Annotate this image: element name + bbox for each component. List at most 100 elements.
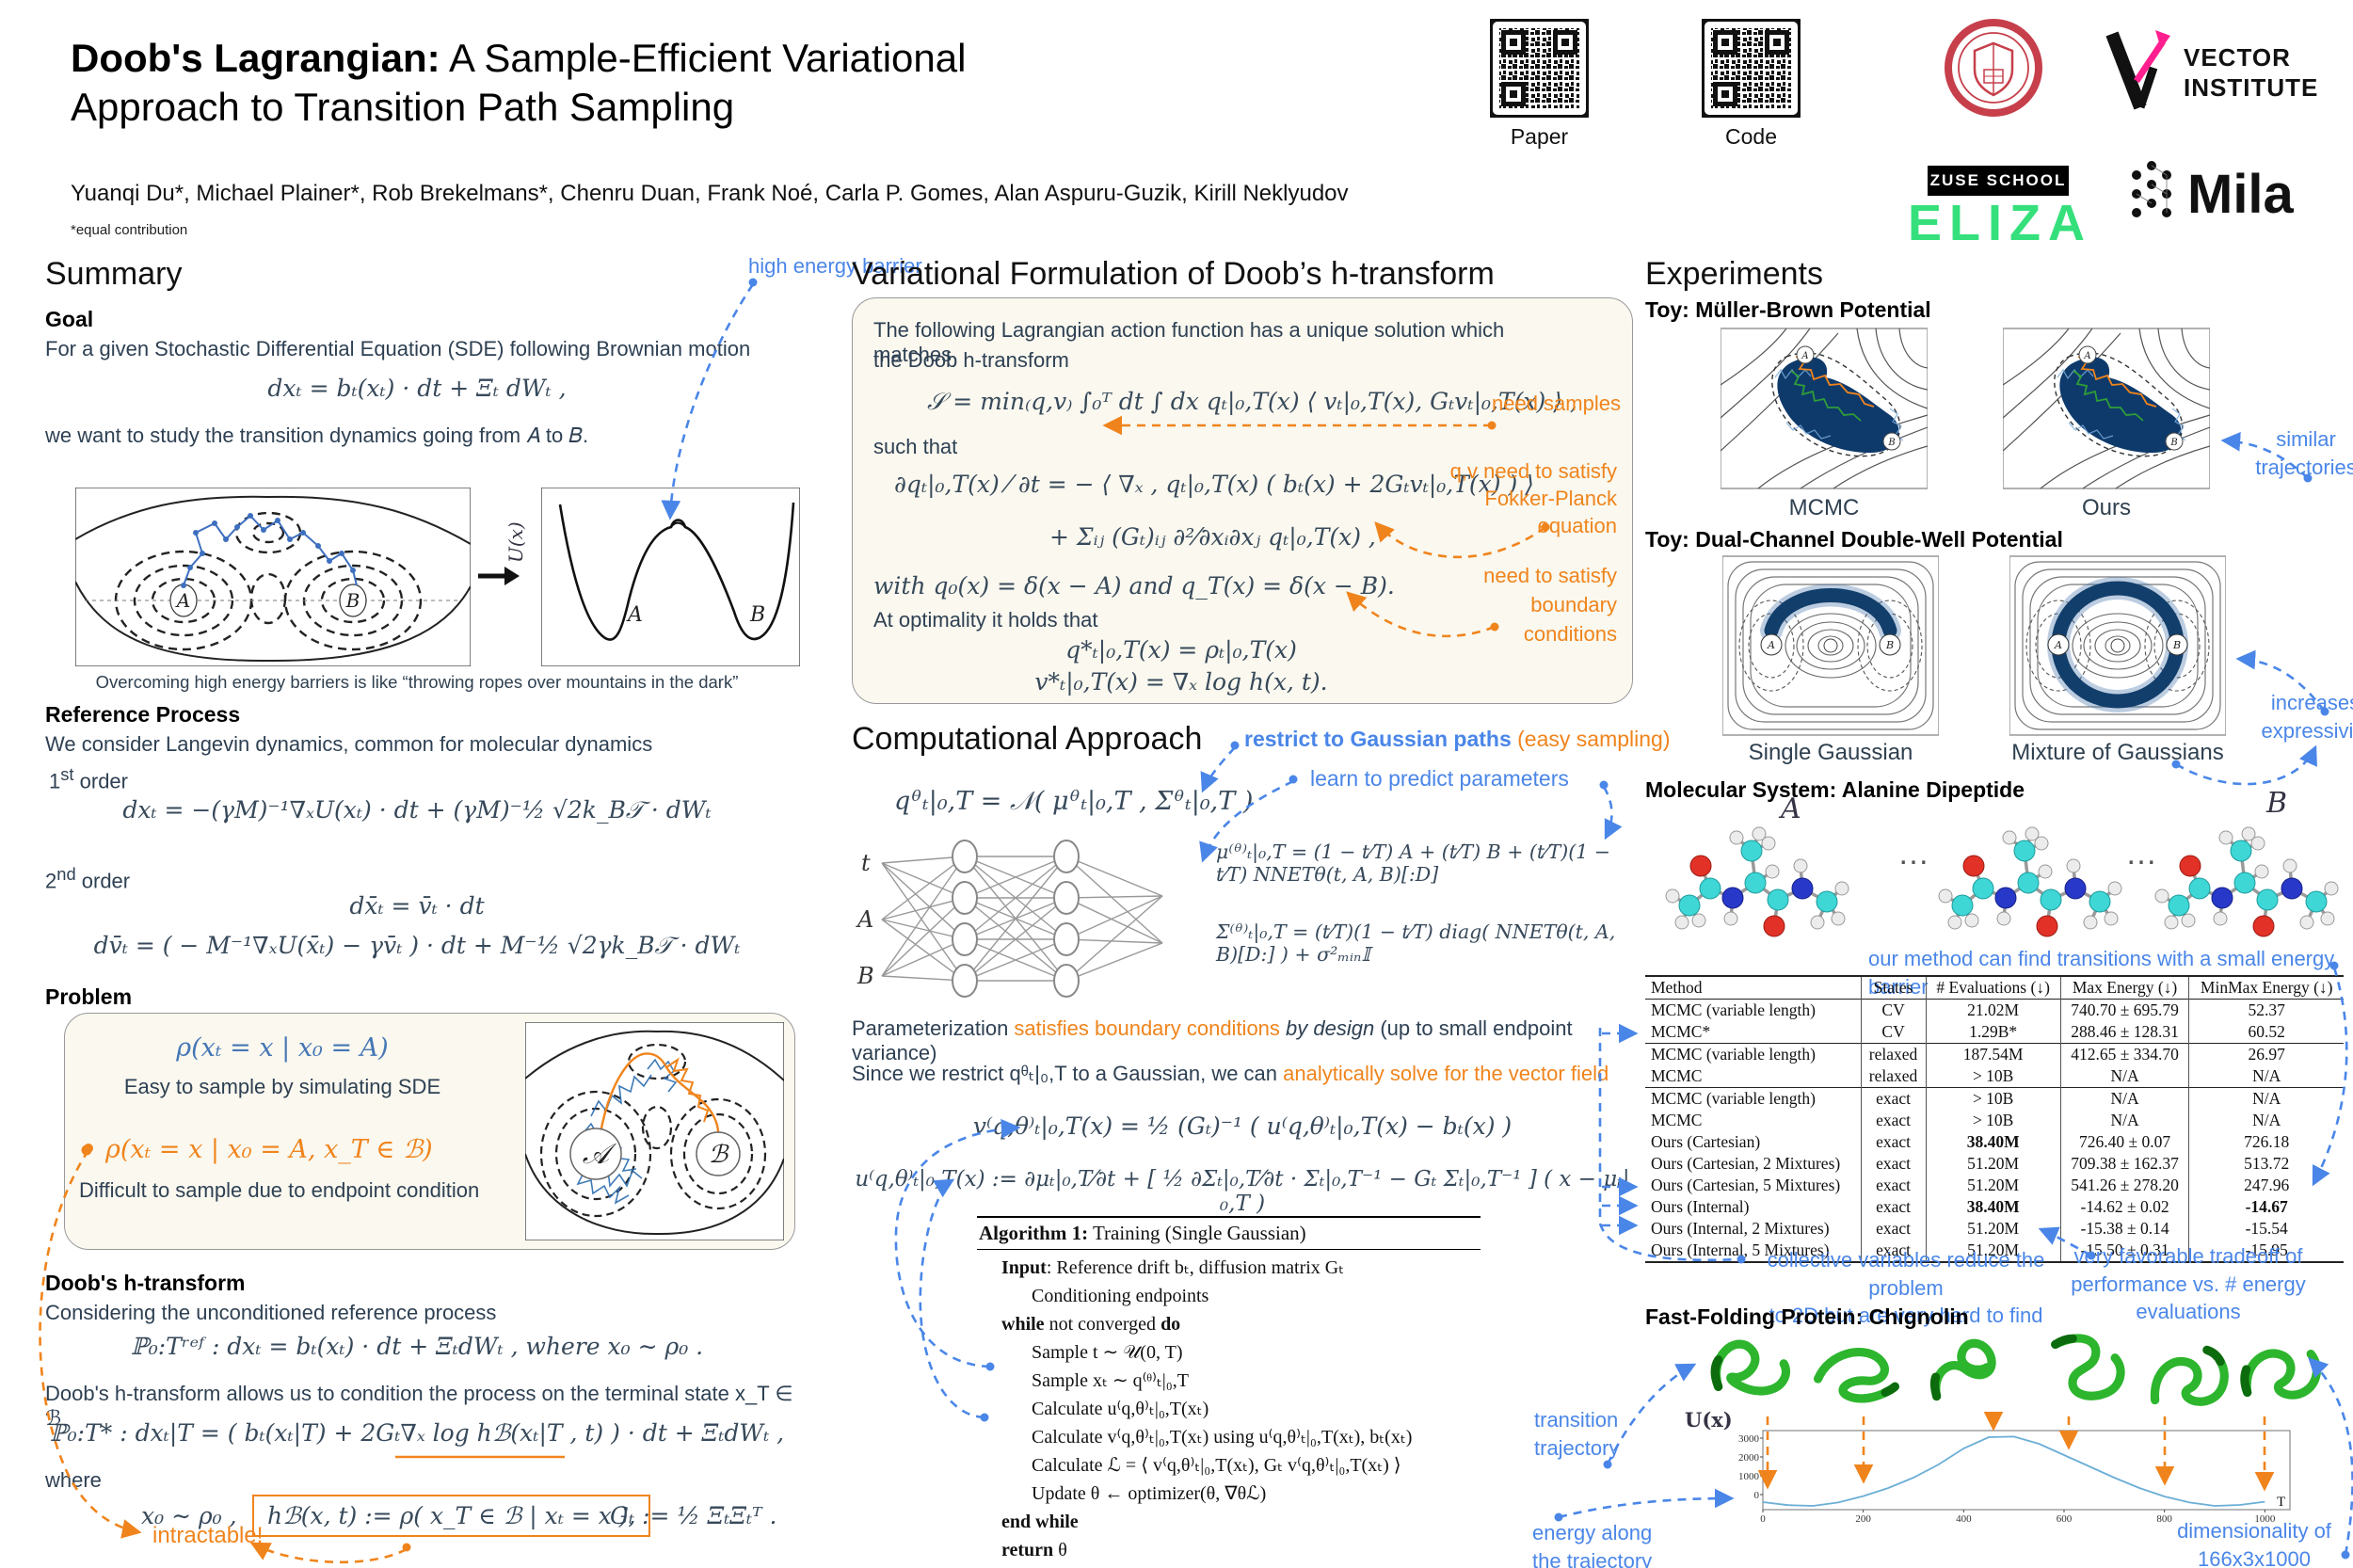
increases-expressivity-annotation: increasesexpressivity bbox=[2261, 691, 2353, 743]
reference-process-heading: Reference Process bbox=[45, 702, 241, 727]
table-cell: > 10B bbox=[1925, 1065, 2061, 1088]
table-cell: MCMC* bbox=[1651, 1022, 1711, 1041]
gt-definition-equation: Gₜ := ½ ΞₜΞₜᵀ . bbox=[610, 1502, 777, 1529]
variational-heading: Variational Formulation of Doob’s h-tran… bbox=[852, 256, 1495, 292]
single-gaussian-figure: A B bbox=[1722, 555, 1939, 736]
second-order-label: 2nd order bbox=[45, 864, 131, 893]
table-row: Ours (Internal, 5 Mixtures) exact 51.20M -1… bbox=[1645, 1240, 2344, 1262]
table-cell: 541.26 ± 278.20 bbox=[2059, 1175, 2189, 1196]
table-cell: N/A bbox=[2188, 1110, 2344, 1131]
figure-caption: Overcoming high energy barriers is like … bbox=[95, 672, 739, 692]
table-cell: N/A bbox=[2059, 1065, 2189, 1088]
h-function-equation: hℬ(x, t) := ρ( x_T ∈ ℬ | xₜ = x ), bbox=[252, 1495, 651, 1537]
optimal-q-equation: q*ₜ|₀,T(x) = ρₜ|₀,T(x) bbox=[1065, 636, 1297, 664]
svg-text:2000: 2000 bbox=[1738, 1452, 1760, 1464]
algorithm-line: Conditioning endpoints bbox=[1032, 1286, 1209, 1306]
gaussian-path-equation: qᶿₜ|₀,T = 𝒩( μᶿₜ|₀,T , Σᶿₜ|₀,T ) bbox=[894, 787, 1254, 816]
equal-contribution-note: *equal contribution bbox=[71, 222, 188, 238]
svg-text:800: 800 bbox=[2156, 1513, 2172, 1525]
algorithm-line: Input: Reference drift bₜ, diffusion mat… bbox=[1001, 1257, 1345, 1278]
table-cell: 52.37 bbox=[2188, 999, 2344, 1021]
svg-text:T: T bbox=[2277, 1495, 2285, 1510]
svg-text:1000: 1000 bbox=[1738, 1471, 1760, 1482]
algorithm-line: while not converged do bbox=[1001, 1314, 1181, 1335]
table-cell: CV bbox=[1860, 999, 1927, 1021]
intractable-arrow-2 bbox=[249, 1542, 408, 1564]
table-cell: 247.96 bbox=[2188, 1175, 2344, 1196]
table-cell: MCMC bbox=[1651, 1066, 1703, 1085]
fokker-planck-equation-2: + Σᵢⱼ (Gₜ)ᵢⱼ ∂²⁄∂xᵢ∂xⱼ qₜ|₀,T(x) , bbox=[1049, 523, 1376, 551]
basin-b-label: ℬ bbox=[709, 1141, 729, 1169]
sde-equation: dxₜ = bₜ(xₜ) · dt + Ξₜ dWₜ , bbox=[267, 375, 567, 402]
algorithm-line: Calculate v⁽q,θ⁾ₜ|₀,T(xₜ) using u⁽q,θ⁾ₜ|… bbox=[1032, 1427, 1413, 1448]
table-header: MinMax Energy (↓) bbox=[2188, 976, 2344, 1000]
computational-heading: Computational Approach bbox=[852, 721, 1203, 757]
boundary-condition-equation: with q₀(x) = δ(x − A) and q_T(x) = δ(x −… bbox=[873, 572, 1395, 600]
tradeoff-annotation: very favorable tradeoff of performance vs… bbox=[2071, 1244, 2306, 1324]
table-cell: exact bbox=[1860, 1131, 1927, 1153]
eliza-wordmark: ELIZA bbox=[1908, 195, 2092, 251]
energy-along-arrow bbox=[1558, 1488, 1735, 1519]
table-cell: exact bbox=[1860, 1153, 1927, 1175]
table-cell: 726.18 bbox=[2188, 1131, 2344, 1153]
table-cell: exact bbox=[1860, 1196, 1927, 1218]
results-table: Method States # Evaluations (↓) Max Energy … bbox=[1645, 975, 2344, 1263]
table-row: Ours (Cartesian, 5 Mixtures) exact 51.20M 5… bbox=[1645, 1175, 2344, 1196]
qr-paper-icon bbox=[1490, 19, 1589, 118]
algorithm-line: Calculate ℒ = ⟨ v⁽q,θ⁾ₜ|₀,T(xₜ), Gₜ v⁽q,… bbox=[1032, 1455, 1401, 1476]
vector-field-v-equation: v⁽q,θ⁾ₜ|₀,T(x) = ½ (Gₜ)⁻¹ ( u⁽q,θ⁾ₜ|₀,T(… bbox=[972, 1112, 1513, 1140]
where-label: where bbox=[45, 1468, 102, 1492]
svg-text:A: A bbox=[1767, 639, 1775, 651]
algorithm-line: Sample xₜ ∼ q⁽ᶿ⁾ₜ|₀,T bbox=[1032, 1370, 1189, 1391]
first-order-label: 1st order bbox=[49, 764, 128, 793]
ours-caption: Ours bbox=[2081, 495, 2131, 520]
intractable-annotation: intractable! bbox=[152, 1523, 264, 1548]
svg-text:B: B bbox=[2172, 639, 2181, 651]
double-well-contour-figure: A B bbox=[75, 488, 471, 666]
svg-text:0: 0 bbox=[1754, 1490, 1760, 1501]
protein-snapshot-4 bbox=[2051, 1334, 2125, 1400]
table-cell: 60.52 bbox=[2188, 1021, 2344, 1044]
such-that-label: such that bbox=[873, 435, 958, 458]
qr-code-icon bbox=[1702, 19, 1801, 118]
table-row: Ours (Cartesian, 2 Mixtures) exact 51.20M 7… bbox=[1645, 1153, 2344, 1175]
table-cell: 51.20M bbox=[1925, 1153, 2061, 1175]
transition-dots-1: … bbox=[1897, 836, 1929, 872]
table-cell: 726.40 ± 0.07 bbox=[2059, 1131, 2189, 1153]
energy-profile-figure: A B bbox=[541, 488, 800, 666]
cornell-logo bbox=[1945, 19, 2042, 117]
algorithm-title: Algorithm 1: Training (Single Gaussian) bbox=[977, 1218, 1481, 1250]
alanine-intermediate-figure bbox=[1934, 802, 2132, 952]
table-cell: 51.20M bbox=[1925, 1240, 2061, 1262]
table-cell: 288.46 ± 128.31 bbox=[2059, 1021, 2189, 1044]
table-cell: 412.65 ± 334.70 bbox=[2059, 1043, 2189, 1065]
collective-variables-annotation: collective variables reduce the problem t… bbox=[1767, 1248, 2045, 1328]
table-row: MCMC (variable length) exact > 10B N/A N/A bbox=[1645, 1087, 2344, 1110]
state-b-label: B bbox=[2266, 787, 2288, 820]
optimal-v-equation: v*ₜ|₀,T(x) = ∇ₓ log h(x, t). bbox=[1034, 668, 1328, 696]
table-cell: exact bbox=[1860, 1110, 1927, 1131]
conditioned-density-caption: Difficult to sample due to endpoint cond… bbox=[79, 1178, 480, 1202]
algorithm-line: return θ bbox=[1001, 1540, 1067, 1560]
table-row: MCMC (variable length) CV 21.02M 740.70 ± 6… bbox=[1645, 999, 2344, 1021]
svg-text:600: 600 bbox=[2057, 1513, 2073, 1525]
table-row: Ours (Cartesian) exact 38.40M 726.40 ± 0.07… bbox=[1645, 1131, 2344, 1153]
table-cell: MCMC (variable length) bbox=[1651, 1045, 1816, 1064]
well-b-label: B bbox=[345, 589, 360, 612]
transition-arrow bbox=[1606, 1363, 1697, 1465]
algorithm-line: end while bbox=[1001, 1512, 1079, 1532]
boundary-annotation: need to satisfy boundary conditions bbox=[1483, 564, 1617, 646]
fokker-planck-equation-1: ∂qₜ|₀,T(x) ⁄ ∂t = − ⟨ ∇ₓ , qₜ|₀,T(x) ( b… bbox=[894, 471, 1534, 498]
table-cell: 740.70 ± 695.79 bbox=[2059, 999, 2189, 1021]
algorithm-line: Calculate u⁽q,θ⁾ₜ|₀,T(xₜ) bbox=[1032, 1399, 1209, 1419]
table-cell: MCMC bbox=[1651, 1111, 1703, 1129]
table-header-row: Method States # Evaluations (↓) Max Energy … bbox=[1645, 976, 2344, 1000]
sigma-parameterization-equation: Σ⁽ᶿ⁾ₜ|₀,T = (t⁄T)(1 − t⁄T) diag( NNETθ(t… bbox=[1216, 920, 1616, 966]
table-cell: -14.62 ± 0.02 bbox=[2059, 1196, 2189, 1218]
restrict-arrow bbox=[1200, 746, 1236, 793]
table-cell: 513.72 bbox=[2188, 1153, 2344, 1175]
svg-text:A: A bbox=[2054, 639, 2062, 651]
table-cell: exact bbox=[1860, 1175, 1927, 1196]
svg-text:B: B bbox=[1885, 639, 1894, 651]
page-title: Doob's Lagrangian: A Sample-Efficient Va… bbox=[71, 34, 1294, 132]
